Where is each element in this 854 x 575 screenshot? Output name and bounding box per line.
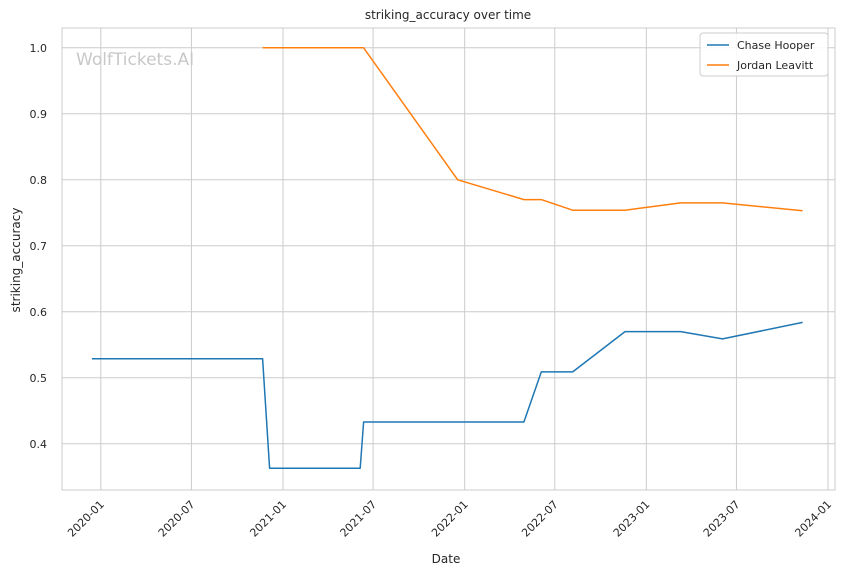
y-tick-label: 0.9 [30,108,48,121]
series-layer [91,47,803,469]
x-axis-ticks: 2020-01 2020-07 2021-01 2021-07 2022-01 2022-… [65,498,834,540]
x-tick-label: 2022-07 [519,498,561,540]
x-tick-label: 2021-07 [338,498,380,540]
y-tick-label: 0.7 [30,240,48,253]
chart-title: striking_accuracy over time [365,8,531,22]
x-tick-label: 2023-07 [701,498,743,540]
y-tick-label: 0.8 [30,174,48,187]
series-line-chase-hooper [91,321,803,469]
legend-label: Jordan Leavitt [736,59,814,72]
y-tick-label: 1.0 [30,42,48,55]
y-tick-label: 0.6 [30,306,48,319]
y-axis-ticks: 0.4 0.5 0.6 0.7 0.8 0.9 1.0 [30,42,48,451]
x-tick-label: 2024-01 [792,498,834,540]
watermark-text: WolfTickets.AI [76,50,194,70]
x-tick-label: 2020-07 [156,498,198,540]
x-tick-label: 2022-01 [429,498,471,540]
plot-frame [61,27,836,491]
x-axis-title: Date [432,552,461,566]
x-tick-label: 2021-01 [247,498,289,540]
legend-label: Chase Hooper [737,39,815,52]
series-line-jordan-leavitt [262,47,803,212]
grid [62,28,835,490]
y-tick-label: 0.4 [30,438,48,451]
y-axis-title: striking_accuracy [9,208,23,313]
y-tick-label: 0.5 [30,372,48,385]
legend-box [699,32,829,77]
x-tick-label: 2023-01 [611,498,653,540]
x-tick-label: 2020-01 [65,498,107,540]
legend: Chase Hooper Jordan Leavitt [699,32,829,77]
